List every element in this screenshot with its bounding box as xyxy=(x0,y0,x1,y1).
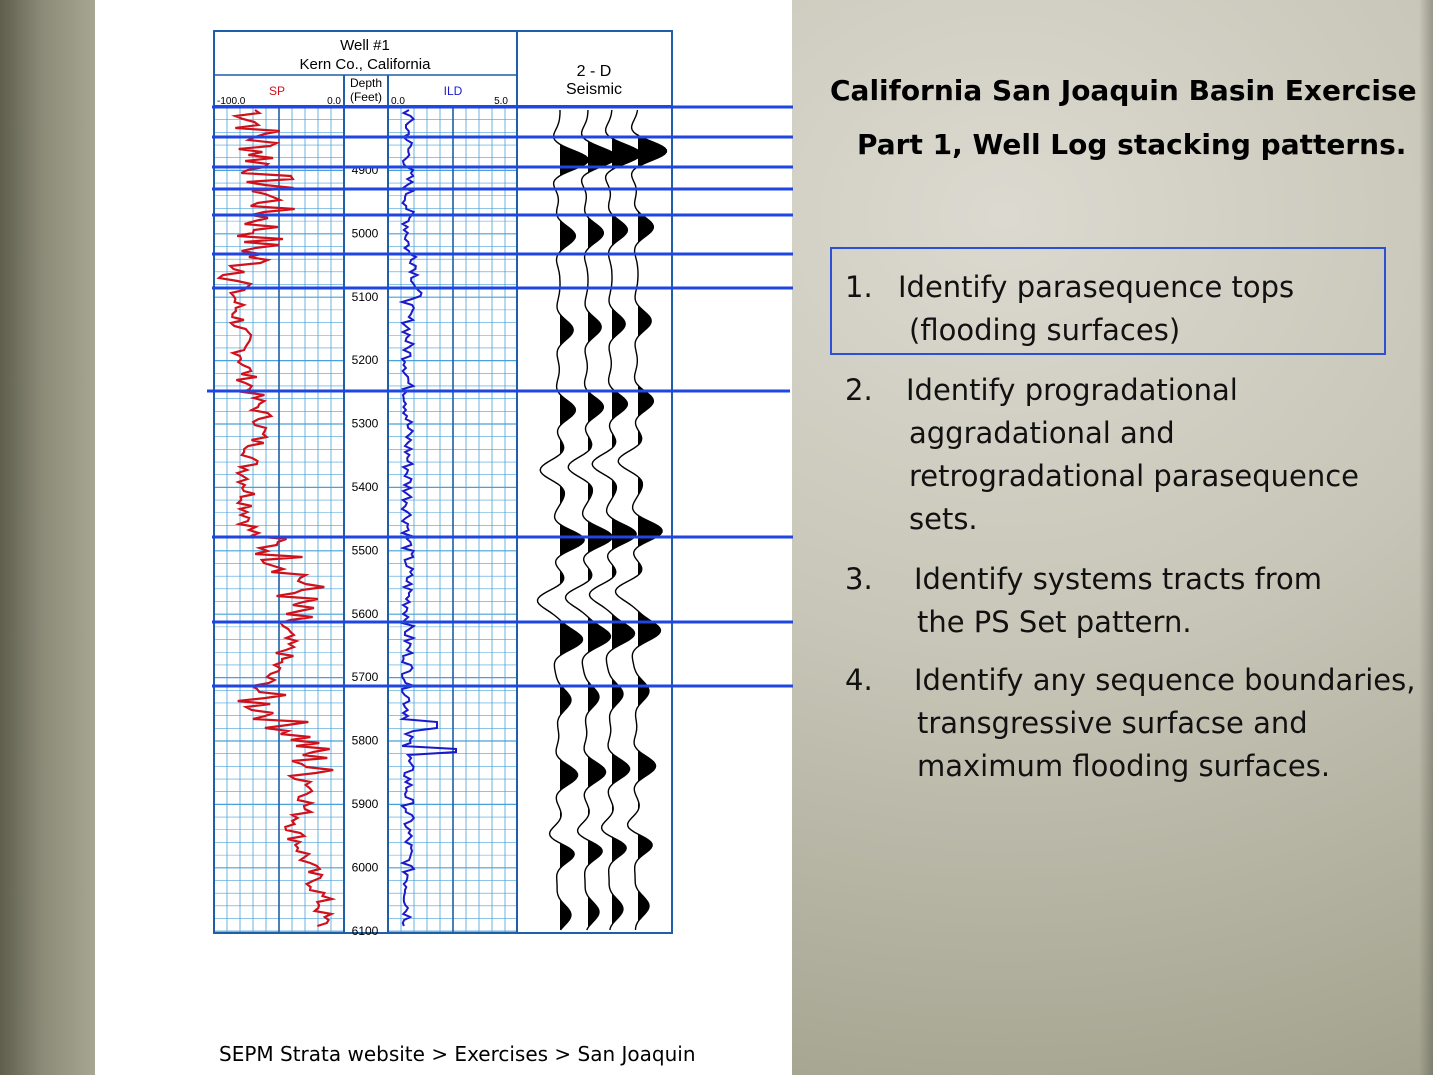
slide-title: California San Joaquin Basin Exercise xyxy=(830,74,1417,107)
depth-tick-label: 5700 xyxy=(352,670,379,684)
slide-subtitle: Part 1, Well Log stacking patterns. xyxy=(857,128,1406,161)
ild-scale-left: 0.0 xyxy=(391,96,405,107)
task-2-line-3: retrogradational parasequence xyxy=(909,455,1359,498)
task-4-line-3: maximum flooding surfaces. xyxy=(917,745,1415,788)
parasequence-marker-lines xyxy=(207,107,793,686)
task-4-number: 4. xyxy=(845,659,873,702)
task-3-line-1: Identify systems tracts from xyxy=(914,558,1322,601)
depth-tick-label: 5600 xyxy=(352,607,379,621)
task-2-line-2: aggradational and xyxy=(909,412,1359,455)
well-name: Well #1 xyxy=(340,37,390,54)
well-location: Kern Co., California xyxy=(300,56,432,73)
task-2-line-1: Identify progradational xyxy=(906,369,1359,412)
ild-scale-right: 5.0 xyxy=(494,96,508,107)
ild-curve xyxy=(402,110,456,926)
sp-scale-left: -100.0 xyxy=(217,96,246,107)
sp-label: SP xyxy=(269,84,285,98)
sp-curve xyxy=(219,110,333,926)
sp-scale-right: 0.0 xyxy=(327,96,341,107)
task-2-line-4: sets. xyxy=(909,498,1359,541)
depth-tick-label: 5800 xyxy=(352,734,379,748)
depth-label-line2: (Feet) xyxy=(350,90,382,104)
seismic-label-line2: Seismic xyxy=(566,81,622,98)
depth-tick-label: 6000 xyxy=(352,860,379,874)
task-1-line-2: (flooding surfaces) xyxy=(909,309,1294,352)
depth-tick-label: 5100 xyxy=(352,290,379,304)
depth-tick-label: 6100 xyxy=(352,924,379,938)
depth-tick-label: 4900 xyxy=(352,163,379,177)
task-1-number: 1. xyxy=(845,266,873,309)
task-2-number: 2. xyxy=(845,369,873,412)
depth-tick-label: 5300 xyxy=(352,417,379,431)
seismic-traces xyxy=(538,110,667,930)
source-footer: SEPM Strata website > Exercises > San Jo… xyxy=(219,1042,696,1066)
seismic-trace-fill xyxy=(638,110,666,930)
depth-tick-label: 5000 xyxy=(352,226,379,240)
task-3-number: 3. xyxy=(845,558,873,601)
task-4-line-1: Identify any sequence boundaries, xyxy=(914,659,1415,702)
depth-tick-label: 5200 xyxy=(352,353,379,367)
depth-tick-label: 5400 xyxy=(352,480,379,494)
depth-tick-label: 5900 xyxy=(352,797,379,811)
seismic-label-line1: 2 - D xyxy=(577,63,612,80)
task-4-line-2: transgressive surfacse and xyxy=(917,702,1415,745)
log-curves xyxy=(219,110,456,926)
depth-label-line1: Depth xyxy=(350,76,382,90)
ild-label: ILD xyxy=(444,84,463,98)
depth-tick-label: 5500 xyxy=(352,543,379,557)
task-3-line-2: the PS Set pattern. xyxy=(917,601,1322,644)
task-1-line-1: Identify parasequence tops xyxy=(898,266,1294,309)
depth-tick-labels: 4900 5000 5100 5200 5300 5400 5500 5600 5700 5800… xyxy=(352,163,379,938)
